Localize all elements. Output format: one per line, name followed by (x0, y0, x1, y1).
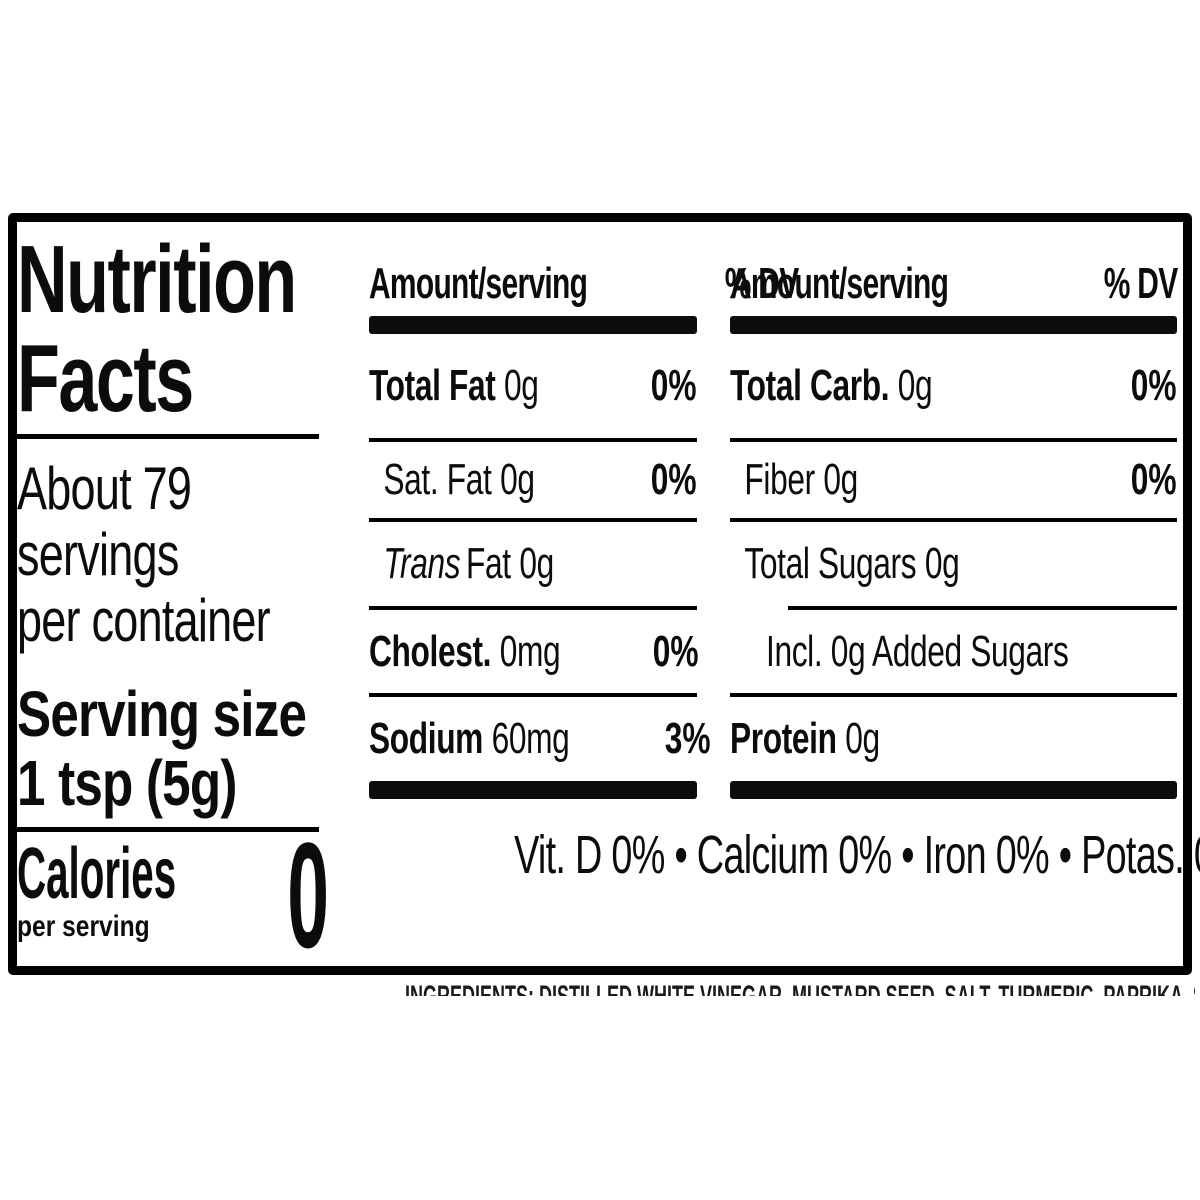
row-sat-fat: Sat. Fat 0g 0% (369, 442, 697, 518)
header-bar (730, 316, 1177, 334)
nutrition-facts-label: Nutrition Facts About 79 servings per co… (8, 213, 1200, 979)
nutrient-name-italic: Trans (383, 539, 461, 588)
ingredients-text: INGREDIENTS: DISTILLED WHITE VINEGAR, MU… (405, 982, 1195, 996)
micronutrients-text: Vit. D 0% • Calcium 0% • Iron 0% • Potas… (514, 825, 1200, 885)
header-bar (369, 316, 697, 334)
row-added-sugars: Incl. 0g Added Sugars 0% (730, 610, 1177, 693)
row-divider (369, 438, 697, 442)
nutrient-amount: 0g (519, 539, 554, 588)
nutrient-name: Cholest. (369, 626, 492, 676)
nutrient-name: Protein (730, 714, 837, 763)
row-divider-indented (788, 606, 1177, 610)
nutrient-dv: 0% (651, 455, 697, 504)
divider (17, 827, 319, 832)
row-protein: Protein 0g (730, 697, 1177, 781)
percent-dv-header: % DV (724, 259, 799, 308)
nutrient-amount: 0g (924, 539, 960, 588)
calories-label: Calories (17, 834, 177, 914)
calories-value: 0 (287, 811, 329, 979)
micronutrients-line: Vit. D 0% • Calcium 0% • Iron 0% • Potas… (357, 824, 1200, 886)
servings-per-container: About 79 servings per container (17, 455, 271, 654)
row-total-carb: Total Carb. 0g 0% (730, 334, 1177, 438)
nutrient-name: Total Carb. (730, 361, 890, 410)
row-divider (730, 693, 1177, 697)
nutrient-name: Fat (465, 539, 511, 588)
column-header: Amount/serving % DV (369, 252, 799, 316)
serving-size-value: 1 tsp (5g) (17, 747, 237, 819)
nutrient-name: Total Fat (369, 361, 496, 410)
nutrient-dv: 0% (1131, 455, 1177, 504)
nutrient-column-right: Amount/serving % DV Total Carb. 0g 0% Fib… (730, 252, 1178, 799)
column-header: Amount/serving % DV (730, 252, 1178, 316)
nutrient-amount: 0g (845, 714, 880, 763)
footer-bar (369, 781, 697, 799)
nutrient-dv: 0% (1131, 361, 1177, 410)
row-divider (730, 518, 1177, 522)
nutrient-column-left: Amount/serving % DV Total Fat 0g 0% Sat. … (369, 252, 799, 799)
footer-bar (730, 781, 1177, 799)
ingredients-clipped-text: INGREDIENTS: DISTILLED WHITE VINEGAR, MU… (405, 982, 1195, 996)
nutrient-dv: 0% (652, 626, 699, 676)
amount-serving-header: Amount/serving (730, 259, 949, 308)
row-divider (369, 518, 697, 522)
nutrient-dv: 3% (665, 714, 711, 763)
row-sodium: Sodium 60mg 3% (369, 697, 711, 781)
nutrient-amount: 0mg (499, 626, 561, 676)
row-total-fat: Total Fat 0g 0% (369, 334, 697, 438)
label-title: Nutrition Facts (17, 226, 297, 432)
nutrient-name: Fiber (744, 455, 815, 504)
row-fiber: Fiber 0g 0% (730, 442, 1177, 518)
nutrient-amount: 0g (823, 455, 858, 504)
serving-size-block: Serving size 1 tsp (5g) (17, 680, 433, 818)
nutrient-amount: 60mg (491, 714, 570, 763)
calories-sublabel: per serving (17, 910, 150, 943)
nutrient-amount: 0g (897, 361, 933, 410)
nutrient-amount: 0g (500, 455, 535, 504)
nutrient-amount: 0g (504, 361, 539, 410)
nutrient-name: Sat. Fat (383, 455, 492, 504)
nutrient-name: Incl. 0g Added Sugars (766, 626, 1069, 676)
row-divider (369, 606, 697, 610)
nutrient-name: Total Sugars (744, 539, 917, 588)
row-total-sugars: Total Sugars 0g (730, 522, 1177, 606)
percent-dv-header: % DV (1103, 259, 1177, 308)
nutrient-name: Sodium (369, 714, 483, 763)
amount-serving-header: Amount/serving (369, 259, 588, 308)
row-divider (369, 693, 697, 697)
nutrient-dv: 0% (651, 361, 697, 410)
divider (17, 434, 319, 439)
row-trans-fat: Trans Fat 0g (369, 522, 697, 606)
row-cholesterol: Cholest. 0mg 0% (369, 610, 699, 693)
serving-size-label: Serving size (17, 678, 307, 750)
row-divider (730, 438, 1177, 442)
